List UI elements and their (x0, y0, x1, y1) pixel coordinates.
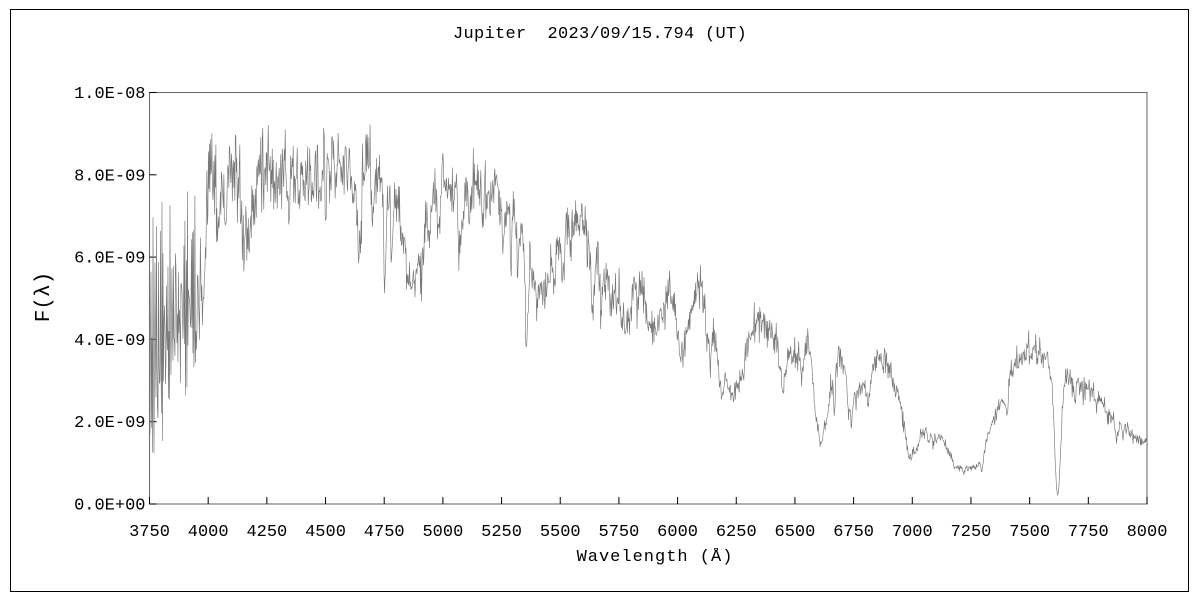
svg-text:3750: 3750 (129, 523, 170, 542)
svg-text:7750: 7750 (1068, 523, 1109, 542)
svg-text:4000: 4000 (188, 523, 229, 542)
svg-text:6.0E-09: 6.0E-09 (74, 250, 145, 269)
svg-text:1.0E-08: 1.0E-08 (74, 85, 145, 104)
svg-text:6750: 6750 (833, 523, 874, 542)
svg-text:7000: 7000 (892, 523, 933, 542)
svg-text:4750: 4750 (364, 523, 405, 542)
svg-text:4250: 4250 (246, 523, 287, 542)
svg-text:0.0E+00: 0.0E+00 (74, 497, 145, 516)
svg-text:6000: 6000 (657, 523, 698, 542)
svg-text:2.0E-09: 2.0E-09 (74, 414, 145, 433)
svg-text:8.0E-09: 8.0E-09 (74, 167, 145, 186)
svg-text:5250: 5250 (481, 523, 522, 542)
svg-text:F(λ): F(λ) (33, 272, 56, 322)
svg-text:8000: 8000 (1127, 523, 1168, 542)
svg-text:4.0E-09: 4.0E-09 (74, 332, 145, 351)
svg-text:5000: 5000 (422, 523, 463, 542)
svg-text:6250: 6250 (716, 523, 757, 542)
svg-text:5500: 5500 (540, 523, 581, 542)
svg-text:7250: 7250 (951, 523, 992, 542)
svg-text:4500: 4500 (305, 523, 346, 542)
svg-text:7500: 7500 (1009, 523, 1050, 542)
svg-text:6500: 6500 (775, 523, 816, 542)
svg-text:5750: 5750 (599, 523, 640, 542)
